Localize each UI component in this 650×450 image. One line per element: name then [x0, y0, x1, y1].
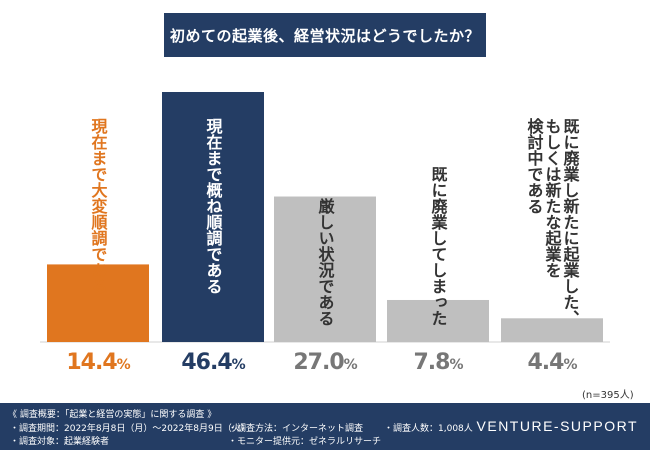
- value-unit: %: [449, 357, 463, 373]
- bar-chart: 現在まで大変順調である 現在まで概ね順調である 厳しい状況である 既に廃業してしまった…: [40, 92, 610, 343]
- category-label-2: 現在まで概ね順調である: [204, 118, 224, 294]
- bar-2: [162, 92, 264, 342]
- survey-method: ・調査方法：インターネット調査: [228, 424, 364, 434]
- value-label-2: 46.4%: [158, 350, 268, 375]
- value-number: 14.4: [66, 350, 117, 375]
- value-number: 27.0: [293, 350, 344, 375]
- survey-provider: ・モニター提供元：ゼネラルリサーチ: [228, 437, 382, 447]
- category-label-1: 現在まで大変順調である: [89, 118, 109, 294]
- chart-title: 初めての起業後、経営状況はどうでしたか？: [164, 13, 486, 57]
- bar-3: [274, 196, 376, 342]
- value-unit: %: [231, 357, 246, 373]
- value-number: 7.8: [413, 350, 450, 375]
- sample-size-note: (n=395人): [582, 390, 634, 401]
- value-unit: %: [563, 357, 577, 373]
- survey-count: ・調査人数：1,008人: [384, 424, 473, 434]
- value-unit: %: [116, 357, 131, 373]
- category-label-3: 厳しい状況である: [316, 197, 335, 326]
- category-label-5-line-1: 既に廃業し新たに起業した、: [561, 118, 581, 326]
- value-label-4: 7.8%: [383, 350, 493, 375]
- survey-overview: 《 調査概要：「起業と経営の実態」に関する調査 》: [8, 410, 217, 420]
- category-label-4: 既に廃業してしまった: [429, 166, 449, 326]
- bar-4: [387, 299, 489, 342]
- brand-logo: VENTURE-SUPPORT: [476, 418, 638, 434]
- value-number: 46.4: [181, 350, 232, 375]
- value-label-5: 4.4%: [497, 350, 607, 375]
- category-label-5-line-3: 検討中である: [525, 117, 544, 214]
- survey-target: ・調査対象：起業経験者: [10, 437, 110, 447]
- survey-footer: 《 調査概要：「起業と経営の実態」に関する調査 》 ・調査期間：2022年8月8…: [0, 403, 650, 450]
- bar-5: [501, 318, 603, 342]
- value-label-3: 27.0%: [270, 350, 380, 375]
- value-unit: %: [343, 357, 358, 373]
- value-label-1: 14.4%: [43, 350, 153, 375]
- value-number: 4.4: [527, 350, 564, 375]
- bar-1: [47, 264, 149, 342]
- survey-period: ・調査期間：2022年8月8日（月）～2022年8月9日（火）: [10, 424, 250, 434]
- category-label-5-line-2: もしくは新たな起業を: [543, 118, 563, 278]
